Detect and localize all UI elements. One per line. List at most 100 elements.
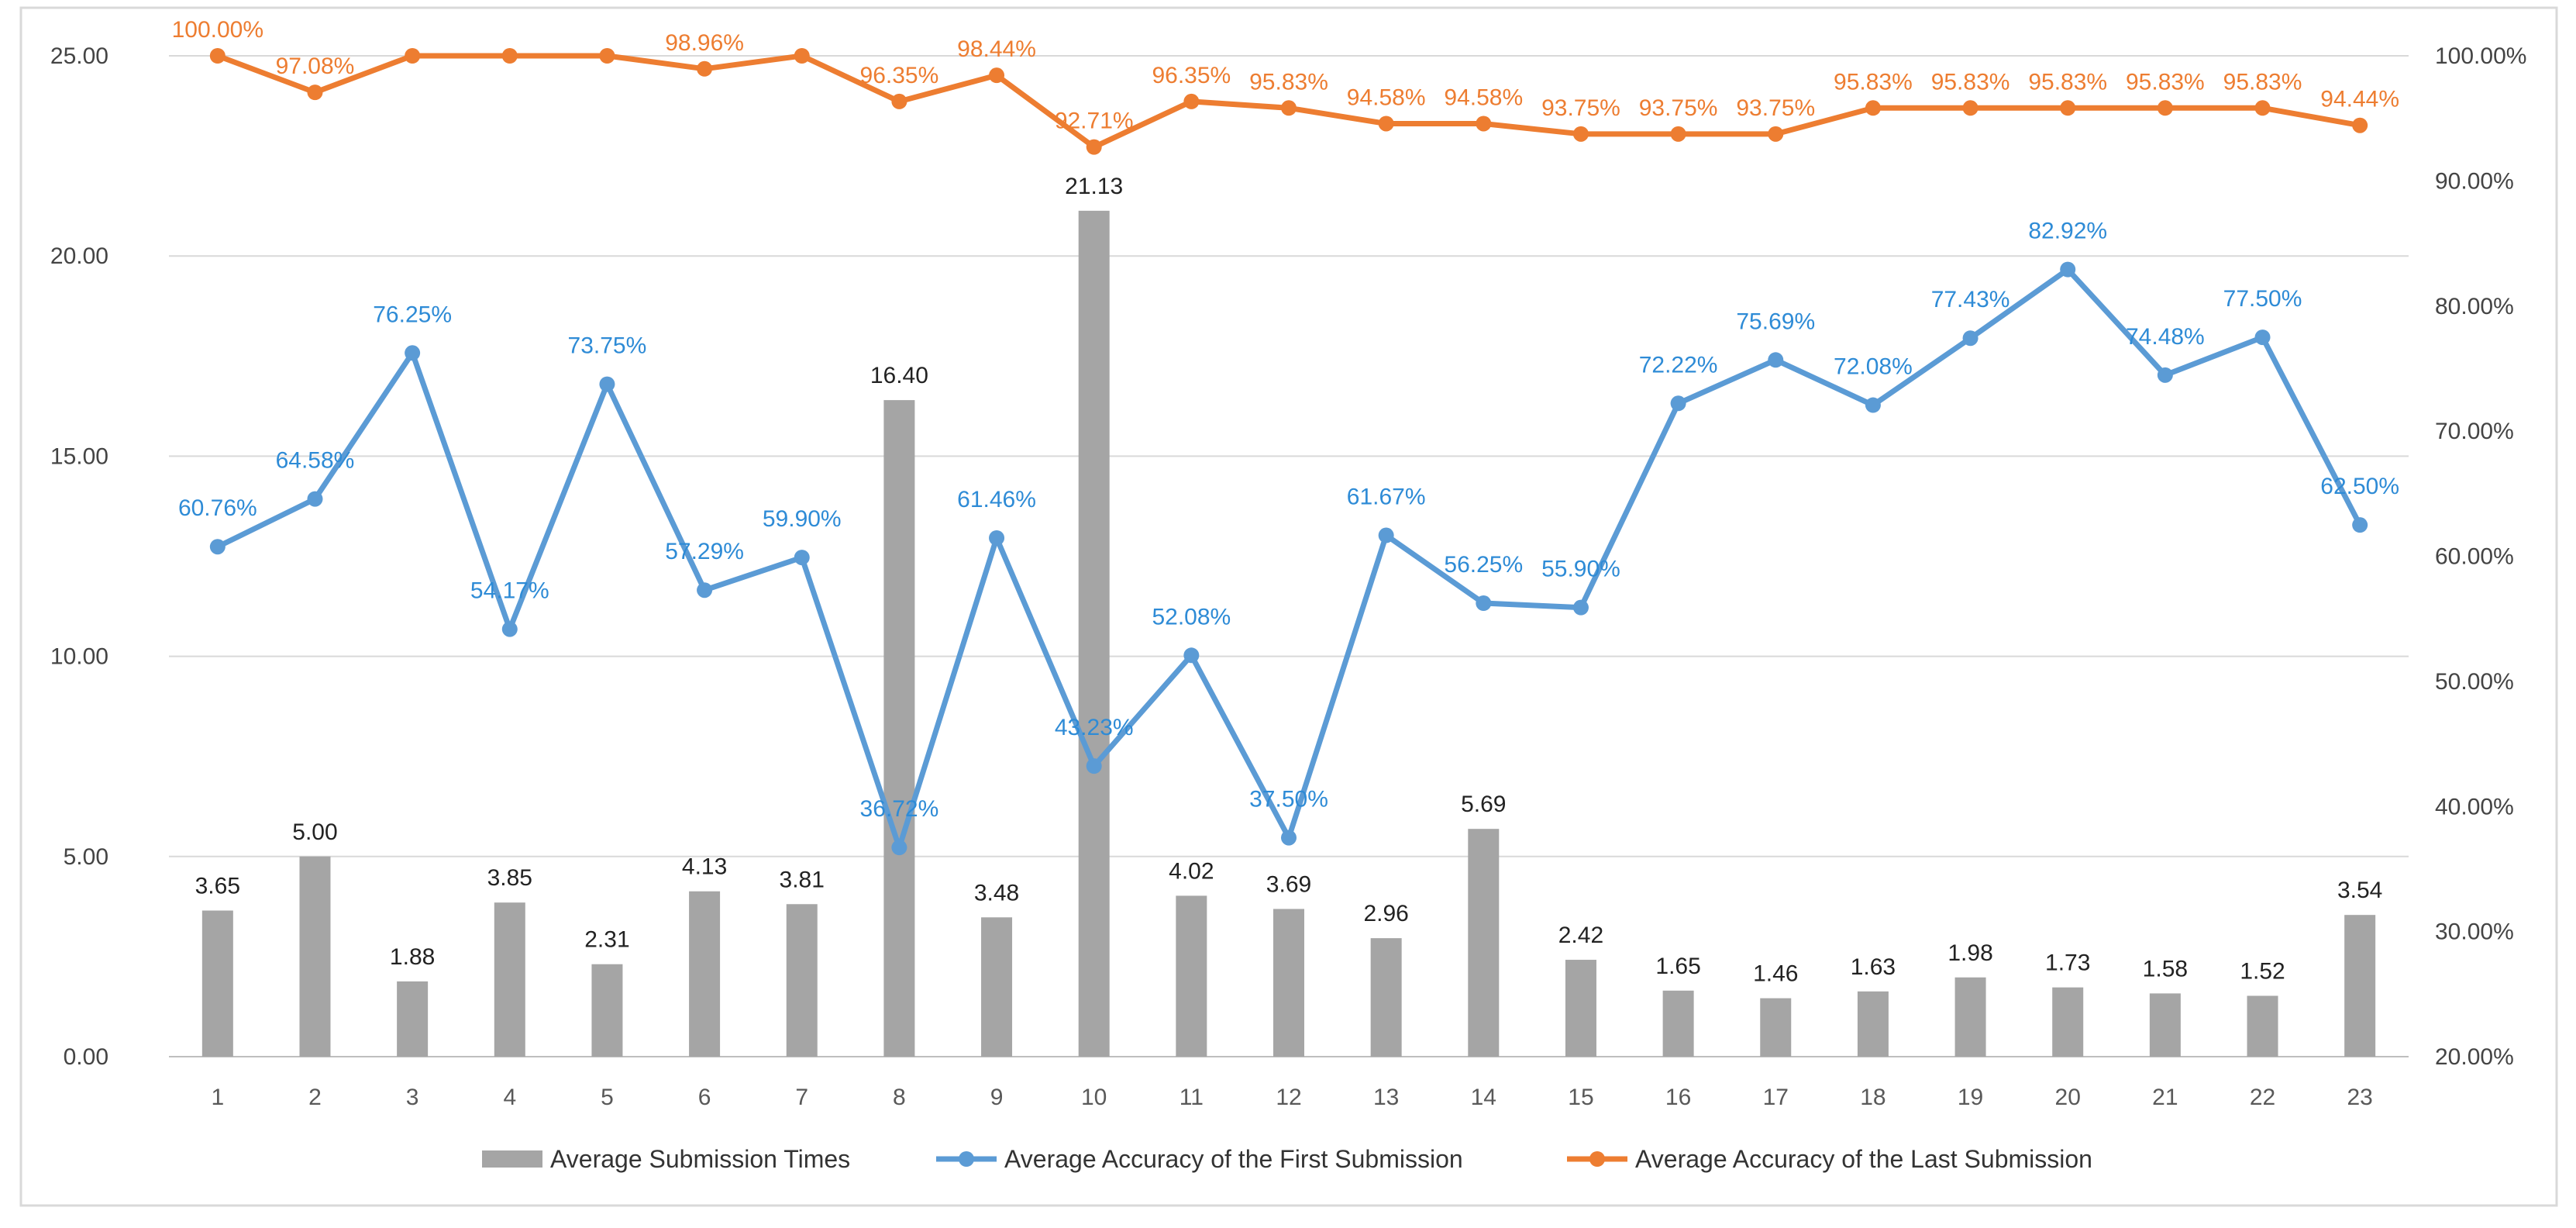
last-submission-marker	[2254, 100, 2271, 116]
first-submission-marker	[1572, 599, 1589, 616]
x-tick-label: 18	[1860, 1085, 1886, 1110]
x-tick-label: 12	[1276, 1085, 1301, 1110]
x-tick-label: 20	[2055, 1085, 2081, 1110]
first-submission-marker	[1768, 352, 1784, 368]
left-tick-label: 10.00	[50, 644, 108, 670]
bar-value-label: 4.02	[1169, 858, 1214, 884]
bar-value-label: 2.42	[1558, 923, 1603, 948]
x-tick-label: 2	[308, 1085, 322, 1110]
first-submission-marker	[1281, 830, 1297, 846]
left-tick-label: 20.00	[50, 243, 108, 269]
bar-value-label: 3.48	[974, 880, 1019, 905]
bar-value-label: 1.63	[1851, 954, 1896, 980]
first-submission-marker	[697, 582, 713, 598]
last-submission-marker	[209, 48, 226, 64]
first-submission-label: 54.17%	[470, 578, 549, 604]
legend-label: Average Accuracy of the First Submission	[1004, 1145, 1463, 1173]
bar-value-label: 4.13	[682, 854, 727, 880]
left-y-axis: 0.00 5.00 10.00 15.00 20.00 25.00	[50, 43, 108, 1070]
first-submission-marker	[2157, 367, 2173, 383]
x-axis: 1 2 3 4 5 6 7 8 9 10 11 12 13 14 15 16 17 18 19 20 21 22 23	[211, 1085, 2372, 1110]
x-tick-label: 1	[211, 1085, 224, 1110]
last-submission-marker	[2157, 100, 2173, 116]
bar-value-label: 1.58	[2143, 956, 2188, 981]
last-submission-marker	[697, 60, 713, 77]
first-submission-label: 77.43%	[1931, 287, 2010, 312]
legend-swatch-marker	[959, 1151, 974, 1167]
bar	[1857, 991, 1889, 1057]
bar	[299, 856, 331, 1057]
bar-value-label: 1.88	[390, 944, 435, 970]
first-submission-label: 52.08%	[1152, 604, 1231, 630]
first-submission-marker	[2352, 517, 2368, 533]
bar	[1370, 938, 1402, 1057]
first-submission-label: 36.72%	[860, 796, 939, 822]
last-submission-label: 94.44%	[2320, 87, 2399, 112]
first-submission-marker	[1183, 647, 1200, 664]
last-submission-label: 92.71%	[1055, 109, 1134, 134]
bar	[1954, 977, 1986, 1057]
first-submission-label: 75.69%	[1736, 309, 1815, 334]
right-tick-label: 20.00%	[2435, 1044, 2514, 1070]
first-submission-label: 55.90%	[1541, 557, 1620, 582]
last-submission-marker	[794, 48, 810, 64]
x-tick-label: 22	[2250, 1085, 2275, 1110]
x-tick-label: 19	[1958, 1085, 1983, 1110]
last-submission-label: 93.75%	[1541, 95, 1620, 121]
first-submission-marker	[2060, 261, 2076, 278]
first-submission-marker	[1476, 595, 1492, 612]
bar	[1468, 829, 1500, 1057]
last-submission-marker	[405, 48, 421, 64]
left-tick-label: 15.00	[50, 443, 108, 469]
first-submission-label: 82.92%	[2028, 219, 2107, 244]
last-submission-marker	[1670, 126, 1686, 142]
last-submission-marker	[599, 48, 615, 64]
last-submission-label: 98.96%	[665, 30, 744, 56]
bar-value-label: 3.69	[1266, 871, 1311, 897]
legend: Average Submission Times Average Accuracy…	[482, 1145, 2092, 1173]
first-submission-label: 61.67%	[1347, 485, 1426, 510]
first-submission-marker	[891, 840, 907, 856]
last-submission-marker	[1572, 126, 1589, 142]
bar	[2149, 993, 2181, 1057]
last-submission-label: 93.75%	[1736, 95, 1815, 121]
first-submission-label: 61.46%	[957, 487, 1036, 512]
first-submission-label: 56.25%	[1444, 552, 1523, 578]
bar	[1565, 960, 1596, 1057]
bar-value-label: 3.85	[487, 865, 532, 891]
last-submission-marker	[891, 93, 907, 109]
left-tick-label: 5.00	[64, 844, 108, 870]
x-tick-label: 3	[406, 1085, 419, 1110]
bar-value-label: 3.65	[195, 874, 240, 899]
last-submission-marker	[1962, 100, 1978, 116]
last-submission-label: 95.83%	[2028, 69, 2107, 95]
last-submission-label: 93.75%	[1639, 95, 1718, 121]
bar	[981, 917, 1013, 1057]
bar	[201, 910, 233, 1057]
legend-label: Average Accuracy of the Last Submission	[1635, 1145, 2092, 1173]
last-submission-label: 95.83%	[1834, 69, 1913, 95]
first-submission-label: 43.23%	[1055, 715, 1134, 740]
bar-value-label: 5.69	[1461, 792, 1506, 817]
first-submission-label: 57.29%	[665, 539, 744, 564]
bar	[2344, 915, 2376, 1057]
first-submission-label: 73.75%	[568, 333, 647, 359]
first-submission-marker	[989, 529, 1005, 546]
bar-value-label: 3.81	[780, 867, 825, 892]
last-submission-marker	[1476, 116, 1492, 132]
first-submission-marker	[599, 376, 615, 392]
bar-value-label: 1.46	[1753, 961, 1798, 987]
last-submission-marker	[1865, 100, 1881, 116]
bar	[786, 904, 818, 1057]
first-submission-label: 37.50%	[1249, 787, 1328, 812]
last-submission-label: 96.35%	[1152, 63, 1231, 88]
gridlines	[169, 55, 2409, 1057]
last-submission-label: 95.83%	[1931, 69, 2010, 95]
bar	[1078, 210, 1110, 1057]
last-submission-label: 94.58%	[1444, 85, 1523, 110]
last-submission-label: 95.83%	[2223, 69, 2302, 95]
last-submission-marker	[1086, 139, 1102, 155]
first-submission-marker	[2254, 329, 2271, 346]
x-tick-label: 8	[893, 1085, 906, 1110]
